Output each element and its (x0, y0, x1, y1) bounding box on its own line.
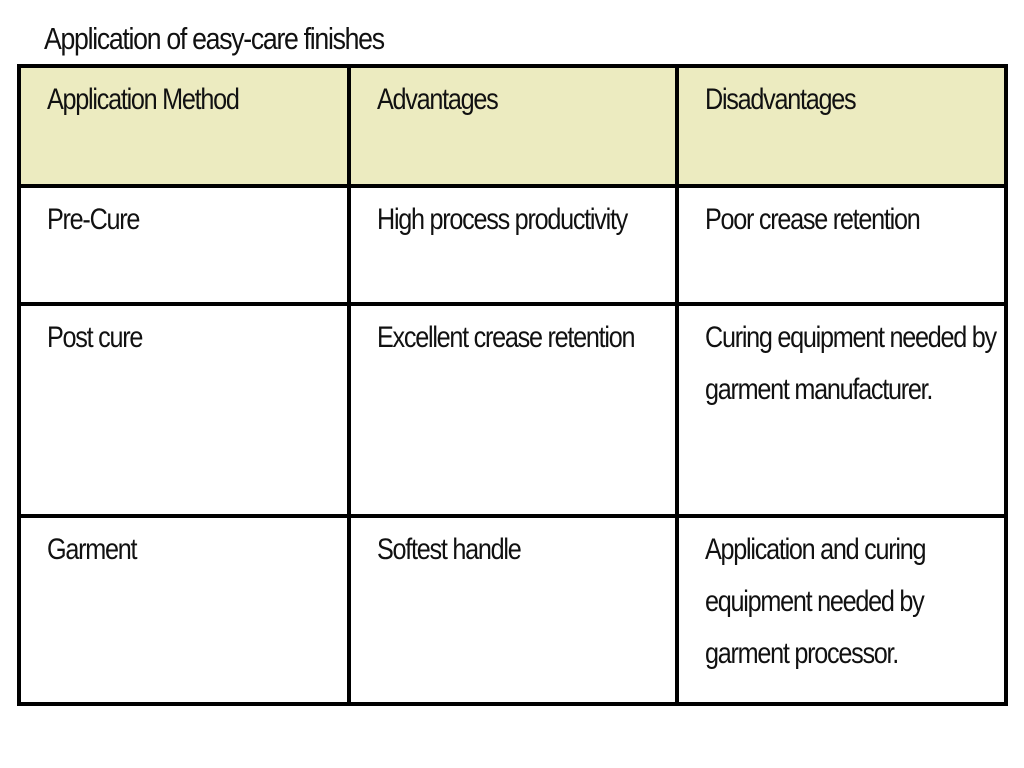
cell-disadvantages: Application and curing equipment needed … (675, 514, 1008, 706)
cell-advantages: High process productivity (347, 184, 679, 306)
cell-disadvantages: Curing equipment needed by garment manuf… (675, 302, 1008, 518)
cell-method: Post cure (17, 302, 351, 518)
cell-disadvantages: Poor crease retention (675, 184, 1008, 306)
table-header-row: Application Method Advantages Disadvanta… (17, 64, 1008, 188)
table-row: Pre-Cure High process productivity Poor … (17, 184, 1008, 306)
header-disadvantages: Disadvantages (675, 64, 1008, 188)
cell-method: Pre-Cure (17, 184, 351, 306)
table-row: Garment Softest handle Application and c… (17, 514, 1008, 706)
easy-care-finishes-table: Application Method Advantages Disadvanta… (17, 64, 1008, 706)
cell-advantages: Softest handle (347, 514, 679, 706)
header-advantages: Advantages (347, 64, 679, 188)
table-row: Post cure Excellent crease retention Cur… (17, 302, 1008, 518)
cell-method: Garment (17, 514, 351, 706)
page-title: Application of easy-care finishes (44, 21, 385, 56)
cell-advantages: Excellent crease retention (347, 302, 679, 518)
header-application-method: Application Method (17, 64, 351, 188)
